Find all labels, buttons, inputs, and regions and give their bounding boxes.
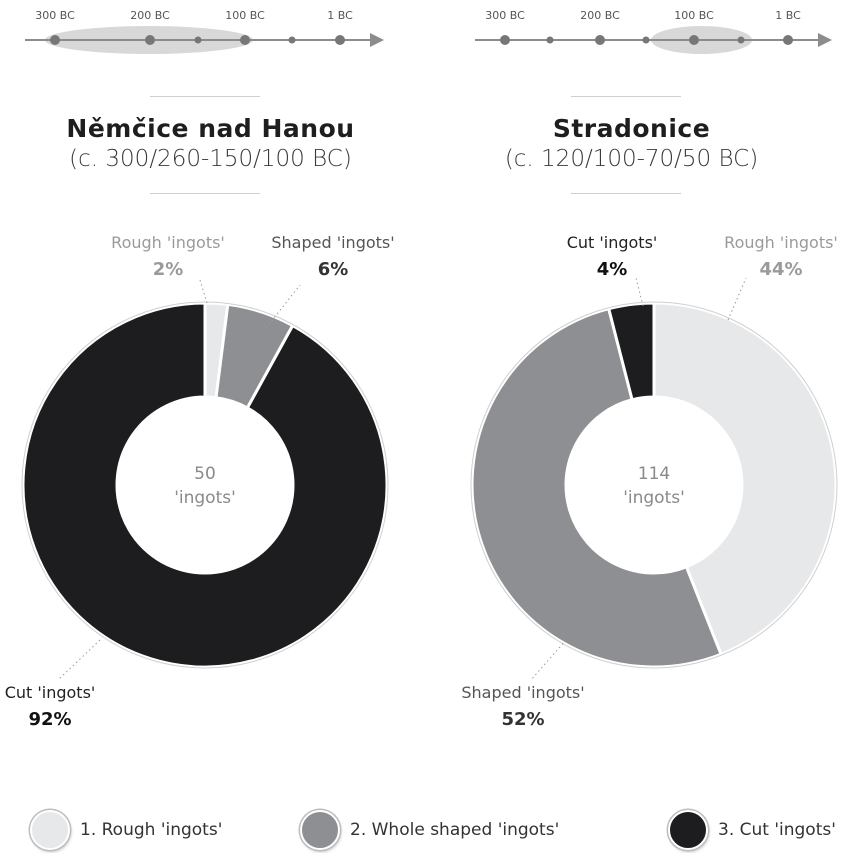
leader-line bbox=[530, 639, 567, 681]
timeline-tick-label: 1 BC bbox=[327, 9, 353, 22]
chart-panel-stradonice: 300 BC 200 BC 100 BC 1 BC Stradonice (c. 12… bbox=[421, 0, 842, 780]
timeline-arrow-icon bbox=[818, 33, 832, 47]
leader-line bbox=[57, 639, 101, 681]
timeline-tick-label: 200 BC bbox=[580, 9, 620, 22]
slice-category-label: Rough 'ingots' bbox=[111, 233, 225, 252]
timeline-minor-dot bbox=[288, 36, 296, 44]
slice-percent-label: 44% bbox=[759, 259, 802, 280]
slice-category-label: Rough 'ingots' bbox=[724, 233, 838, 252]
title-divider-bottom bbox=[571, 193, 681, 194]
slice-category-label: Cut 'ingots' bbox=[567, 233, 658, 252]
slice-percent-label: 2% bbox=[153, 259, 184, 280]
center-label: 'ingots' bbox=[174, 488, 236, 508]
slice-category-label: Shaped 'ingots' bbox=[271, 233, 394, 252]
timeline-tick-dot bbox=[500, 35, 510, 45]
timeline: 300 BC 200 BC 100 BC 1 BC bbox=[25, 9, 384, 54]
donut-slice-cut bbox=[21, 301, 389, 669]
leader-line bbox=[199, 279, 208, 304]
legend-label: 2. Whole shaped 'ingots' bbox=[350, 820, 560, 840]
slice-percent-label: 52% bbox=[501, 709, 544, 730]
timeline-tick-dot bbox=[689, 35, 699, 45]
timeline-tick-dot bbox=[145, 35, 155, 45]
leader-line bbox=[635, 277, 644, 307]
legend-item-shaped: 2. Whole shaped 'ingots' bbox=[300, 810, 559, 850]
timeline-tick-label: 300 BC bbox=[485, 9, 525, 22]
timeline-tick-dot bbox=[595, 35, 605, 45]
timeline-tick-dot bbox=[783, 35, 793, 45]
center-count: 114 bbox=[638, 464, 670, 484]
timeline-tick-dot bbox=[240, 35, 250, 45]
timeline-minor-dot bbox=[546, 36, 554, 44]
leader-line bbox=[265, 284, 301, 329]
slice-category-label: Cut 'ingots' bbox=[5, 683, 96, 702]
timeline-minor-dot bbox=[642, 36, 650, 44]
legend-swatch bbox=[30, 810, 70, 850]
timeline-tick-label: 100 BC bbox=[674, 9, 714, 22]
legend-label: 3. Cut 'ingots' bbox=[718, 820, 836, 840]
donut-chart: 50 'ingots' Rough 'ingots' 2% Shaped 'ingots… bbox=[5, 233, 395, 730]
legend: 1. Rough 'ingots' 2. Whole shaped 'ingot… bbox=[0, 800, 842, 853]
slice-percent-label: 6% bbox=[318, 259, 349, 280]
center-label: 'ingots' bbox=[623, 488, 685, 508]
title-divider-top bbox=[150, 96, 260, 97]
legend-swatch bbox=[668, 810, 708, 850]
donut-outline bbox=[21, 301, 389, 669]
slice-percent-label: 92% bbox=[28, 709, 71, 730]
chart-title: Němčice nad Hanou bbox=[66, 114, 355, 143]
slice-category-label: Shaped 'ingots' bbox=[461, 683, 584, 702]
center-count: 50 bbox=[194, 464, 216, 484]
donut-slice-cut bbox=[606, 301, 656, 402]
timeline-tick-dot bbox=[335, 35, 345, 45]
timeline-tick-dot bbox=[50, 35, 60, 45]
timeline-arrow-icon bbox=[370, 33, 384, 47]
timeline-tick-label: 100 BC bbox=[225, 9, 265, 22]
timeline-minor-dot bbox=[194, 36, 202, 44]
timeline-tick-label: 300 BC bbox=[35, 9, 75, 22]
chart-subtitle: (c. 120/100-70/50 BC) bbox=[504, 146, 759, 172]
timeline: 300 BC 200 BC 100 BC 1 BC bbox=[475, 9, 832, 54]
title-divider-top bbox=[571, 96, 681, 97]
title-divider-bottom bbox=[150, 193, 260, 194]
legend-label: 1. Rough 'ingots' bbox=[80, 820, 223, 840]
legend-swatch bbox=[300, 810, 340, 850]
timeline-minor-dot bbox=[737, 36, 745, 44]
chart-title: Stradonice bbox=[552, 114, 711, 143]
leader-line bbox=[727, 277, 747, 321]
donut-slice-rough bbox=[652, 301, 838, 657]
timeline-tick-label: 200 BC bbox=[130, 9, 170, 22]
chart-panel-nemcice: 300 BC 200 BC 100 BC 1 BC Němčice nad Hanou… bbox=[0, 0, 421, 780]
legend-item-rough: 1. Rough 'ingots' bbox=[30, 810, 222, 850]
donut-chart: 114 'ingots' Rough 'ingots' 44% Shaped 'ingo… bbox=[461, 233, 838, 730]
timeline-tick-label: 1 BC bbox=[775, 9, 801, 22]
donut-outline bbox=[470, 301, 838, 669]
legend-item-cut: 3. Cut 'ingots' bbox=[668, 810, 836, 850]
slice-percent-label: 4% bbox=[597, 259, 628, 280]
donut-slice-shaped bbox=[470, 306, 723, 669]
chart-subtitle: (c. 300/260-150/100 BC) bbox=[69, 146, 352, 172]
